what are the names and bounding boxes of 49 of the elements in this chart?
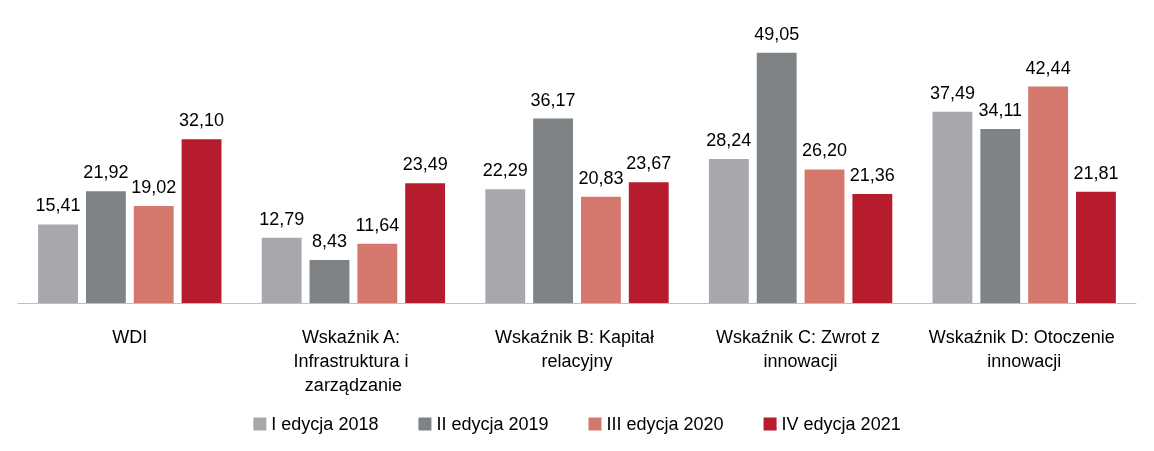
data-label: 22,29 [482,160,528,181]
bar [628,182,669,303]
bar [580,196,621,303]
data-label: 32,10 [179,110,225,131]
data-label: 34,11 [978,100,1023,121]
legend-label: IV edycja 2021 [781,414,901,434]
data-label: 20,83 [578,167,624,188]
x-tick-label: Wskaźnik B: Kapitał relacyjny [494,327,660,371]
data-label: 19,02 [131,177,177,197]
bar [980,129,1021,303]
x-tick-label: WDI [112,327,148,347]
data-label: 11,64 [355,214,400,235]
bar [38,224,78,303]
data-label: 36,17 [530,89,576,110]
data-label: 21,92 [83,162,129,183]
bar [932,111,973,303]
data-label: 28,24 [706,129,752,150]
bar [181,139,222,303]
legend-label: I edycja 2018 [271,414,379,434]
bar [852,194,893,303]
bar [85,191,126,303]
legend-label: II edycja 2019 [436,414,549,434]
bar [1076,191,1116,303]
x-tick-label: Wskaźnik D: Otoczenie innowacji [928,327,1120,371]
bar [405,183,446,303]
data-label: 21,36 [849,165,895,186]
bar [1028,86,1069,303]
bar [357,243,398,303]
bar [533,118,574,303]
bar [756,52,797,303]
data-label: 26,20 [801,140,848,161]
bar [804,169,845,303]
bar [309,260,350,303]
data-label: 23,49 [402,154,448,175]
legend-label: III edycja 2020 [606,414,724,434]
data-label: 8,43 [311,231,348,252]
bar [708,158,749,303]
bar [485,189,526,303]
data-label: 42,44 [1025,57,1071,78]
data-label: 23,67 [626,153,672,174]
x-tick-label: Wskaźnik C: Zwrot z innowacji [716,327,886,371]
data-label: 49,05 [754,23,800,44]
data-label: 21,81 [1073,162,1119,183]
bar [133,206,174,303]
x-tick-label: Wskaźnik A: Infrastruktura i zarządzanie [293,327,414,395]
bar [261,237,302,303]
data-label: 37,49 [929,82,975,103]
data-label: 12,79 [259,208,305,229]
data-label: 15,41 [35,195,81,216]
